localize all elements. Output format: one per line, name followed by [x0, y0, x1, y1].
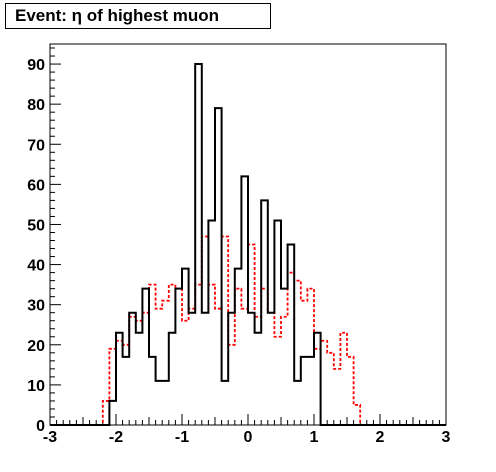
y-tick-label: 0 — [36, 418, 45, 435]
histogram-series — [50, 63, 446, 426]
y-tick-label: 20 — [27, 338, 45, 355]
y-tick-label: 50 — [27, 217, 45, 234]
y-tick-label: 30 — [27, 298, 45, 315]
x-tick-label: -3 — [43, 429, 57, 446]
x-tick-label: -2 — [109, 429, 123, 446]
y-tick-label: 70 — [27, 137, 45, 154]
x-tick-label: 3 — [442, 429, 451, 446]
x-tick-label: 2 — [376, 429, 385, 446]
y-tick-label: 80 — [27, 97, 45, 114]
y-tick-label: 10 — [27, 378, 45, 395]
histogram-solid-series — [50, 63, 446, 426]
y-tick-label: 40 — [27, 258, 45, 275]
x-tick-label: 0 — [244, 429, 253, 446]
y-tick-label: 60 — [27, 177, 45, 194]
x-tick-label: 1 — [310, 429, 319, 446]
chart-title: Event: η of highest muon — [5, 3, 271, 29]
x-tick-label: -1 — [175, 429, 189, 446]
y-tick-label: 90 — [27, 57, 45, 74]
